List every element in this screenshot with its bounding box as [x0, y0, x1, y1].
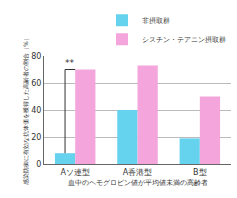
svg-text:A香港型: A香港型	[123, 168, 152, 177]
svg-text:感染防御に有効な抗体価を獲得した高齢者の割合（%）: 感染防御に有効な抗体価を獲得した高齢者の割合（%）	[22, 35, 30, 185]
svg-text:非摂取群: 非摂取群	[142, 17, 170, 25]
svg-text:60: 60	[31, 79, 41, 88]
svg-text:B型: B型	[193, 168, 207, 177]
svg-text:0: 0	[36, 160, 41, 169]
svg-text:**: **	[65, 58, 75, 68]
svg-text:80: 80	[31, 52, 41, 61]
svg-text:血中のヘモグロビン値が平均値未満の高齢者: 血中のヘモグロビン値が平均値未満の高齢者	[68, 179, 208, 187]
svg-text:40: 40	[31, 106, 41, 115]
svg-text:Aソ連型: Aソ連型	[60, 168, 89, 177]
svg-text:シスチン・テアニン摂取群: シスチン・テアニン摂取群	[142, 36, 226, 44]
svg-text:20: 20	[31, 133, 41, 142]
